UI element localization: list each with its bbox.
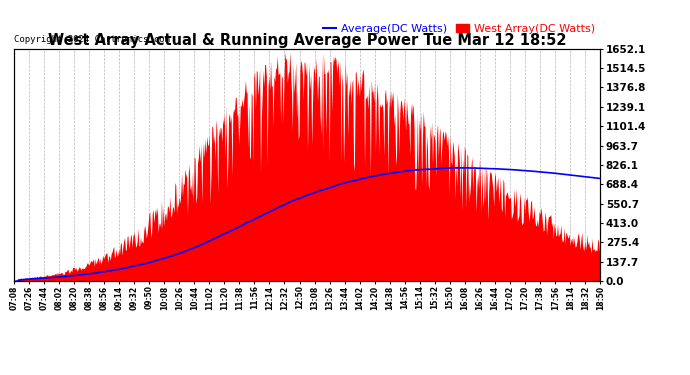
Legend: Average(DC Watts), West Array(DC Watts): Average(DC Watts), West Array(DC Watts): [323, 24, 595, 34]
Title: West Array Actual & Running Average Power Tue Mar 12 18:52: West Array Actual & Running Average Powe…: [48, 33, 566, 48]
Text: Copyright 2024 Cartronics.com: Copyright 2024 Cartronics.com: [14, 35, 170, 44]
